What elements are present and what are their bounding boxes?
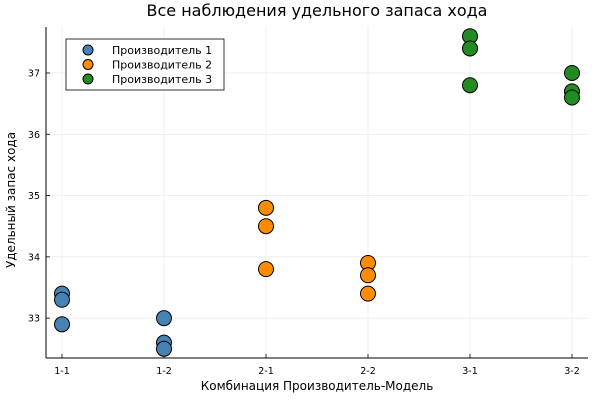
data-point [360, 267, 376, 284]
data-point [564, 89, 580, 106]
x-tick-label: 1-1 [54, 366, 70, 377]
chart-title: Все наблюдения удельного запаса хода [147, 1, 488, 20]
legend-label: Производитель 2 [112, 59, 212, 72]
data-point [360, 285, 376, 302]
legend-marker [82, 59, 94, 70]
data-point [462, 40, 478, 57]
data-point [258, 218, 274, 235]
data-points [54, 28, 580, 357]
data-point [156, 310, 172, 327]
y-tick-label: 37 [28, 68, 40, 79]
y-axis-label: Удельный запас хода [4, 132, 18, 268]
series-2 [258, 199, 376, 302]
legend-label: Производитель 3 [112, 73, 212, 86]
tick-labels: 1-1 1-2 2-1 2-2 3-1 3-2 33 34 35 36 37 [28, 68, 580, 377]
axes [45, 27, 588, 359]
legend-label: Производитель 1 [112, 44, 212, 57]
x-axis-label: Комбинация Производитель-Модель [201, 379, 434, 393]
series-3 [462, 28, 580, 106]
y-tick-label: 33 [28, 314, 40, 325]
x-tick-label: 2-1 [258, 366, 274, 377]
x-tick-label: 3-2 [564, 366, 580, 377]
data-point [258, 261, 274, 278]
data-point [462, 77, 478, 94]
series-1 [54, 285, 172, 357]
data-point [54, 316, 70, 333]
data-point [54, 291, 70, 308]
y-tick-label: 36 [28, 130, 40, 141]
legend-marker [82, 73, 94, 85]
data-point [564, 64, 580, 81]
data-point [156, 340, 172, 357]
x-tick-label: 2-2 [360, 366, 376, 377]
legend: Производитель 1 Производитель 2Производит… [65, 38, 225, 91]
y-tick-label: 34 [28, 252, 40, 263]
y-tick-label: 35 [28, 191, 40, 202]
x-tick-label: 1-2 [156, 366, 172, 377]
x-tick-label: 3-1 [462, 366, 478, 377]
legend-marker [82, 44, 94, 56]
data-point [258, 199, 274, 216]
